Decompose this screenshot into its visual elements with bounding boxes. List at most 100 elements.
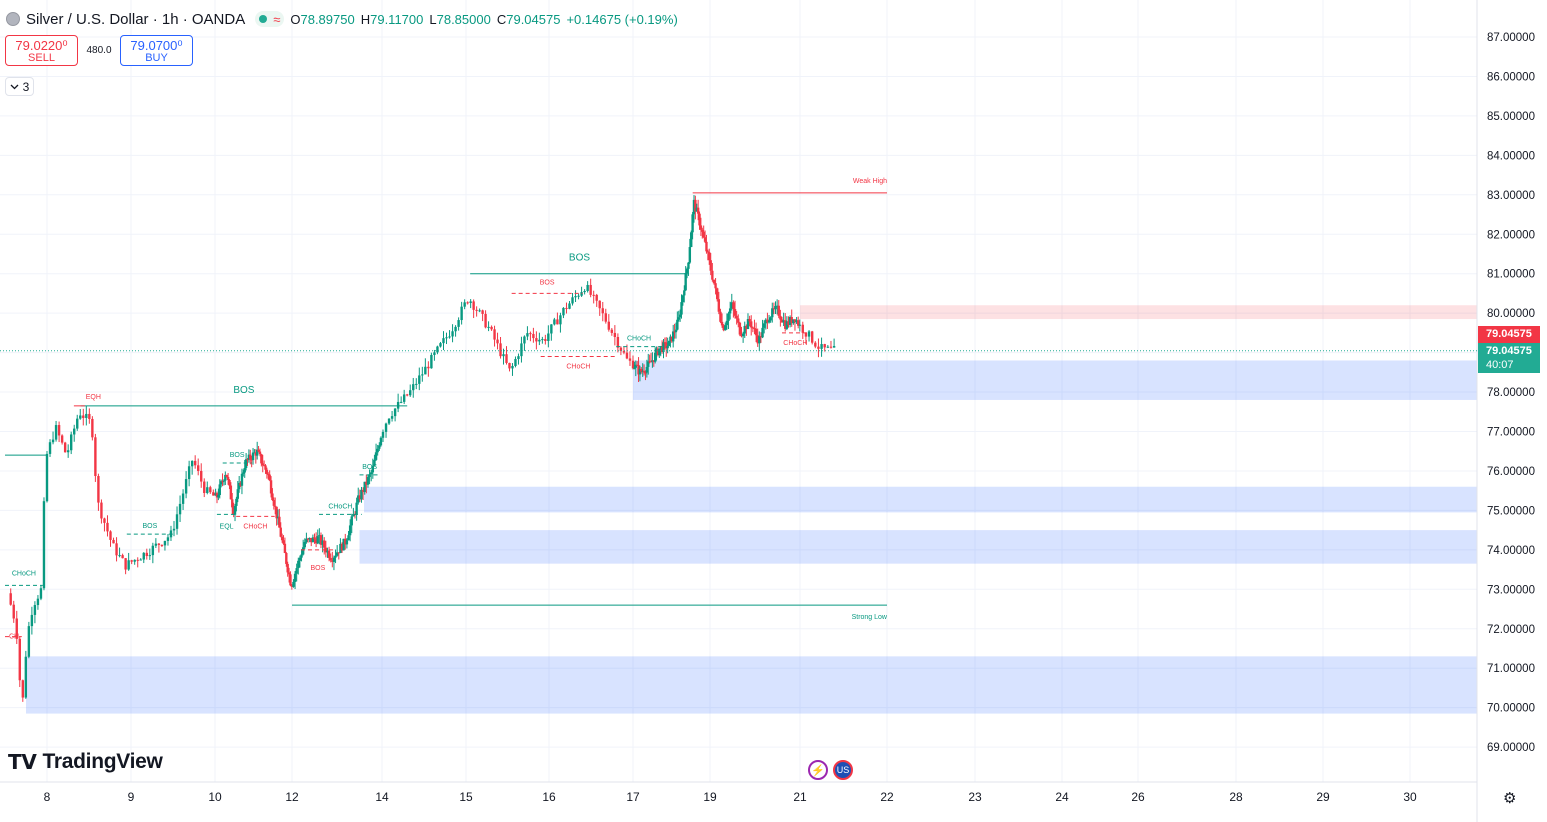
- candle-body: [490, 326, 493, 330]
- candle-body: [418, 375, 421, 384]
- zones-layer: [26, 305, 1477, 714]
- candle-body: [295, 568, 298, 574]
- x-tick-label: 29: [1316, 790, 1330, 804]
- candle-body: [163, 540, 167, 546]
- y-tick-label: 77.00000: [1487, 427, 1535, 439]
- candle-body: [616, 337, 620, 348]
- us-flag-event-icon[interactable]: US: [833, 760, 853, 780]
- candle-body: [229, 485, 233, 500]
- candle-body: [764, 319, 767, 324]
- candle-body: [817, 346, 820, 349]
- candle-body: [622, 350, 626, 353]
- candle-body: [268, 474, 271, 481]
- x-axis-ticks[interactable]: 8 9 10 12 14 15 16 17 19 21 22 23 24 26 28 29 30: [44, 790, 1417, 804]
- candle-body: [745, 325, 748, 330]
- candle-body: [42, 501, 46, 589]
- candle-body: [415, 383, 418, 385]
- candle-body: [374, 452, 378, 460]
- candle-body: [311, 537, 315, 543]
- demand-zone: [633, 360, 1477, 400]
- candle-body: [127, 560, 130, 570]
- candle-body: [780, 319, 784, 323]
- candle-body: [79, 415, 82, 419]
- lightning-event-icon[interactable]: ⚡: [808, 760, 828, 780]
- candle-body: [271, 493, 274, 501]
- candle-body: [559, 315, 562, 325]
- low-value: 78.85000: [436, 11, 491, 27]
- candle-body: [237, 482, 241, 490]
- candle-body: [523, 336, 526, 344]
- tradingview-logo[interactable]: TV TradingView: [8, 750, 163, 774]
- candle-body: [511, 366, 514, 369]
- candle-body: [442, 338, 445, 344]
- indicators-collapse-button[interactable]: 3: [5, 77, 34, 96]
- candle-body: [384, 423, 388, 432]
- candle-body: [547, 333, 550, 341]
- candle-body: [231, 499, 234, 508]
- candle-body: [368, 474, 371, 478]
- y-tick-label: 81.00000: [1487, 269, 1535, 281]
- open-label: O: [290, 11, 301, 27]
- candle-body: [181, 493, 185, 504]
- y-tick-label: 80.00000: [1487, 308, 1535, 320]
- candle-body: [63, 442, 67, 453]
- y-axis-ticks[interactable]: 69.00000 70.00000 71.00000 72.00000 73.00000…: [1487, 32, 1535, 754]
- candle-body: [233, 505, 237, 515]
- candle-body: [466, 302, 469, 304]
- sell-button[interactable]: 79.0220⁰ SELL: [5, 35, 78, 66]
- market-status-pill[interactable]: ≈: [255, 11, 285, 27]
- close-value: 79.04575: [506, 11, 561, 27]
- candle-body: [761, 327, 764, 338]
- y-tick-label: 74.00000: [1487, 545, 1535, 557]
- candle-body: [345, 540, 349, 545]
- candle-body: [463, 302, 466, 307]
- symbol-title[interactable]: Silver / U.S. Dollar · 1h · OANDA: [26, 10, 246, 28]
- y-tick-label: 71.00000: [1487, 663, 1535, 675]
- candle-body: [433, 352, 436, 355]
- candle-body: [777, 305, 780, 316]
- demand-zone: [26, 656, 1477, 714]
- structure-label: BOS: [569, 253, 590, 264]
- structure-label: CHoCH: [328, 503, 352, 510]
- candle-body: [197, 465, 200, 471]
- candle-body: [638, 369, 642, 375]
- candle-body: [76, 418, 79, 429]
- candle-body: [652, 360, 655, 362]
- gear-icon[interactable]: ⚙: [1503, 790, 1517, 807]
- candle-body: [669, 336, 672, 341]
- ohlc-values: O78.89750 H79.11700 L78.85000 C79.04575 …: [290, 12, 677, 27]
- candle-body: [139, 559, 142, 561]
- candle-body: [699, 225, 703, 230]
- chart-header: Silver / U.S. Dollar · 1h · OANDA ≈ O78.…: [6, 10, 678, 28]
- candle-body: [118, 555, 121, 557]
- candle-body: [641, 370, 644, 372]
- candle-body: [69, 434, 73, 451]
- candle-body: [695, 207, 698, 212]
- candle-body: [663, 342, 667, 344]
- x-tick-label: 14: [375, 790, 389, 804]
- candle-body: [746, 319, 750, 330]
- candle-body: [598, 300, 601, 309]
- candle-body: [687, 262, 690, 269]
- structure-label: CHoCH: [12, 570, 36, 577]
- structure-label: BOS: [362, 464, 377, 471]
- candle-body: [798, 324, 802, 326]
- candle-body: [60, 435, 64, 443]
- candle-body: [39, 588, 43, 599]
- structure-label: CHoCH: [566, 364, 590, 371]
- candle-body: [267, 474, 270, 476]
- candle-body: [738, 322, 742, 335]
- candle-body: [553, 319, 556, 325]
- candle-body: [239, 482, 242, 486]
- candle-body: [36, 598, 40, 606]
- change-value: +0.14675 (+0.19%): [566, 11, 678, 27]
- trade-panel: 79.0220⁰ SELL 480.0 79.0700⁰ BUY: [5, 35, 193, 66]
- candle-body: [293, 573, 297, 582]
- candle-body: [51, 439, 55, 443]
- buy-button[interactable]: 79.0700⁰ BUY: [120, 35, 193, 66]
- demand-zone: [364, 486, 1477, 513]
- candle-body: [529, 333, 532, 335]
- candle-body: [290, 585, 294, 587]
- y-tick-label: 82.00000: [1487, 229, 1535, 241]
